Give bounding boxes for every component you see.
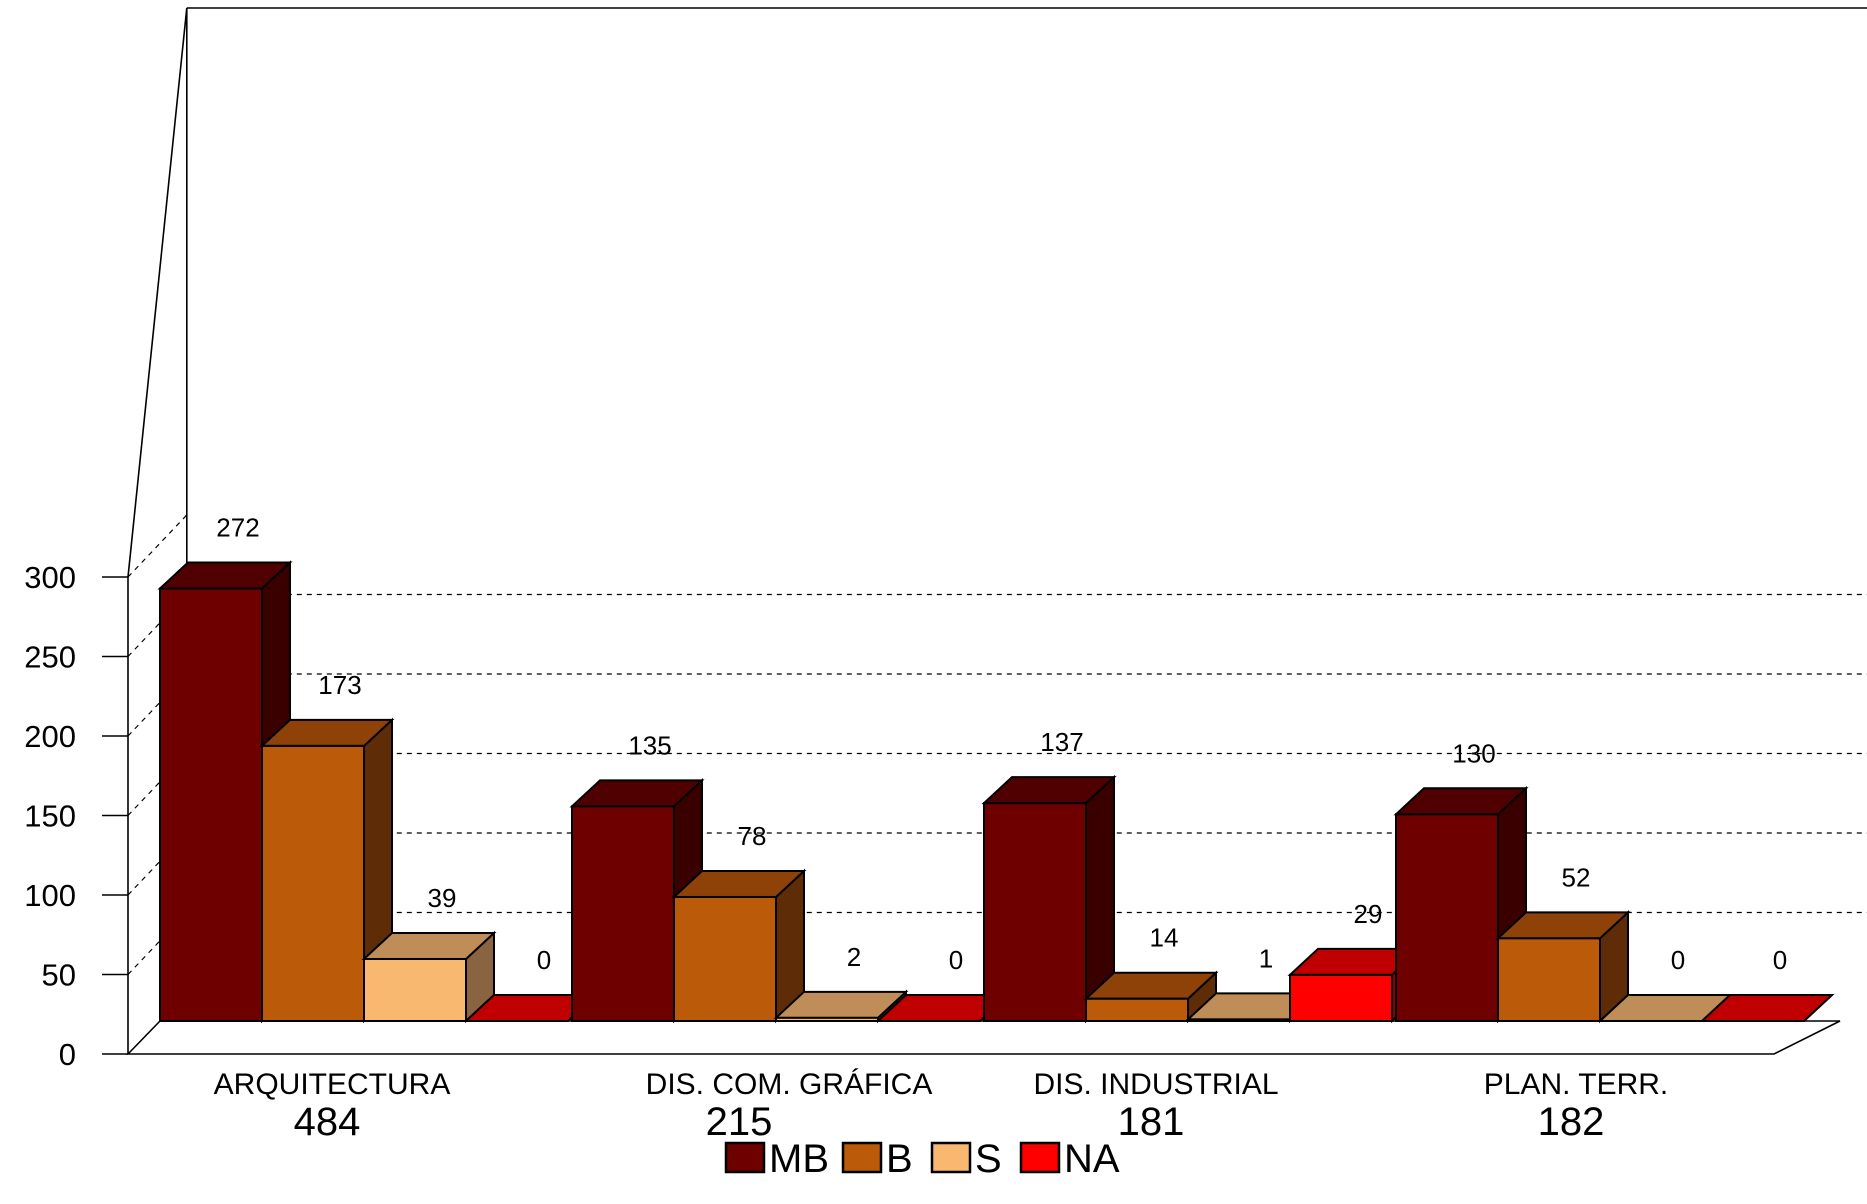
data-label: 137 (1040, 727, 1083, 757)
x-category-label: PLAN. TERR. (1484, 1068, 1669, 1101)
chart-walls (126, 7, 1867, 1055)
bar-front (1085, 997, 1189, 1022)
data-label: 0 (949, 945, 963, 975)
bar-B-3 (1495, 910, 1631, 1024)
bar-front (571, 805, 675, 1022)
bar-MB-2 (981, 774, 1117, 1024)
data-label: 29 (1354, 899, 1383, 929)
data-label: 272 (216, 513, 259, 543)
data-label: 2 (847, 942, 861, 972)
legend-swatch-NA (1019, 1141, 1061, 1174)
legend-swatch-S (930, 1141, 972, 1174)
y-tick-label: 0 (59, 1037, 76, 1072)
bar-front (363, 957, 467, 1022)
data-labels: 272 173 39 0 135 78 2 0 137 14 1 29 130 52 0 0 (216, 513, 1787, 975)
bar-B-0 (259, 717, 395, 1024)
y-axis: 0 50 100 150 200 250 300 (24, 560, 129, 1072)
y-tick-label: 250 (24, 640, 76, 675)
x-category-label: DIS. COM. GRÁFICA (646, 1068, 933, 1101)
bar-S-0 (361, 930, 497, 1024)
data-label: 0 (1773, 945, 1787, 975)
bar-front (159, 587, 263, 1023)
x-category-total: 215 (706, 1100, 773, 1144)
data-label: 78 (738, 821, 767, 851)
bar-front (1395, 813, 1499, 1022)
legend-swatch-B (841, 1141, 883, 1174)
data-label: 14 (1150, 923, 1179, 953)
bar-B-1 (671, 868, 807, 1024)
bar-front (1187, 1018, 1291, 1022)
data-label: 0 (537, 945, 551, 975)
bar-S-1 (773, 989, 909, 1024)
legend-label-NA: NA (1064, 1137, 1120, 1181)
x-category-label: ARQUITECTURA (214, 1068, 451, 1101)
bar-top (1699, 994, 1835, 1022)
legend: MB B S NA (724, 1137, 1120, 1181)
y-tick-label: 50 (42, 958, 76, 993)
y-tick-label: 200 (24, 719, 76, 754)
wall-top-edge (127, 7, 188, 578)
bar-front (1497, 937, 1601, 1023)
legend-label-S: S (975, 1137, 1002, 1181)
data-label: 52 (1562, 862, 1591, 892)
data-label: 173 (318, 670, 361, 700)
x-category-total: 182 (1538, 1100, 1605, 1144)
bars (157, 560, 1835, 1024)
legend-swatch-MB (724, 1141, 766, 1174)
x-category-total: 484 (294, 1100, 361, 1144)
data-label: 1 (1259, 943, 1273, 973)
y-tick-label: 100 (24, 878, 76, 913)
bar-front (775, 1016, 879, 1023)
data-label: 0 (1671, 945, 1685, 975)
data-label: 130 (1452, 738, 1495, 768)
legend-label-B: B (886, 1137, 913, 1181)
x-category-label: DIS. INDUSTRIAL (1033, 1068, 1278, 1101)
gridline-diagonal (127, 514, 188, 578)
floor-plane (126, 1020, 1841, 1055)
bar-B-2 (1083, 970, 1219, 1024)
data-label: 39 (428, 883, 457, 913)
y-tick-label: 150 (24, 799, 76, 834)
bar-front (261, 744, 365, 1022)
bar-NA-3 (1699, 994, 1835, 1022)
x-category-total: 181 (1118, 1100, 1185, 1144)
data-label: 135 (628, 730, 671, 760)
bar-front (983, 802, 1087, 1022)
bar-front (673, 895, 777, 1022)
y-tick-label: 300 (24, 560, 76, 595)
legend-label-MB: MB (769, 1137, 829, 1181)
bar-front (1289, 973, 1393, 1023)
